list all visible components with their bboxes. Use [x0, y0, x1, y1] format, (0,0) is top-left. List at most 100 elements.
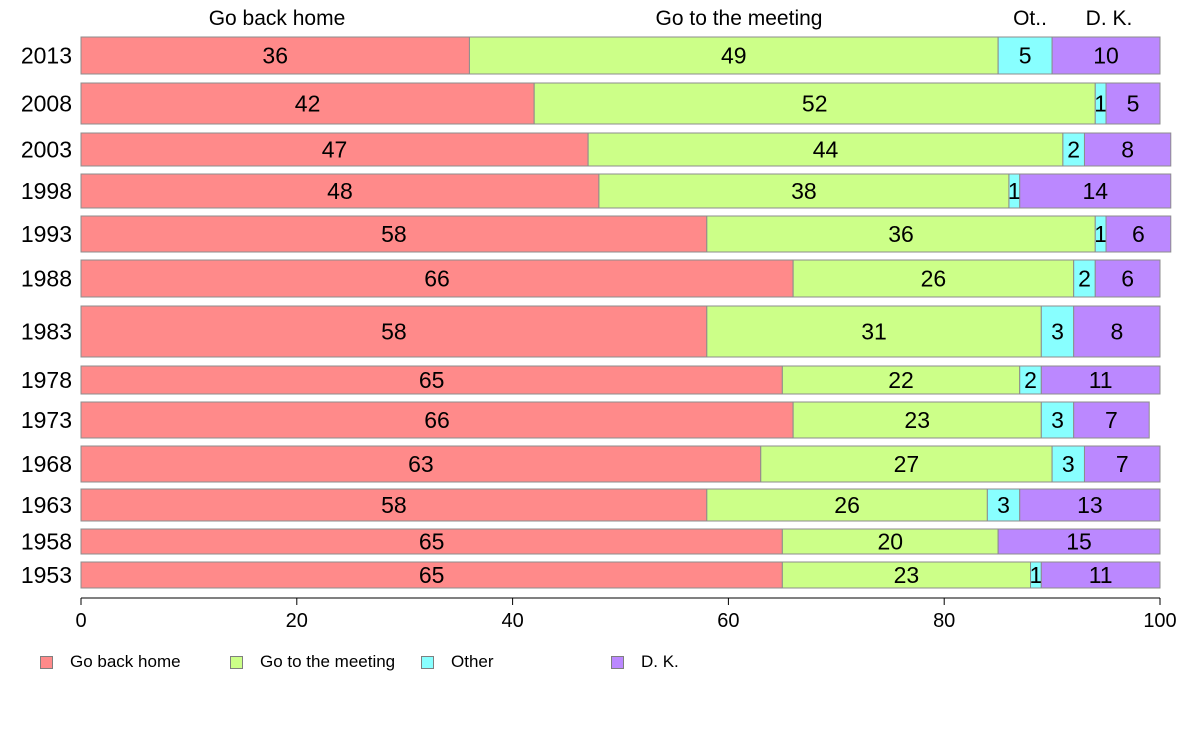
bar-segment-go-back-home-2003	[80, 132, 589, 167]
bar-segment-go-back-home-1998	[80, 173, 600, 209]
bar-segment-go-to-the-meeting-1998	[598, 173, 1010, 209]
y-tick-label-1988: 1988	[21, 266, 72, 292]
data-label-go-to-the-meeting-1968: 27	[894, 451, 920, 477]
data-label-other-1993: 1	[1094, 221, 1107, 247]
x-tick-label-0: 0	[75, 610, 86, 632]
legend-label-go-to-the-meeting: Go to the meeting	[260, 652, 396, 671]
legend-swatch-go-to-the-meeting	[230, 655, 243, 669]
bar-segment-d-k-1953	[1040, 561, 1161, 589]
data-label-go-back-home-2008: 42	[295, 91, 321, 117]
data-label-other-1953: 1	[1030, 562, 1043, 588]
data-label-go-back-home-1968: 63	[408, 451, 434, 477]
legend-item-other: Other	[421, 652, 494, 672]
data-label-other-2008: 1	[1094, 91, 1107, 117]
bar-segment-go-to-the-meeting-1988	[792, 259, 1075, 298]
bar-segment-go-to-the-meeting-1993	[706, 215, 1096, 253]
data-label-d-k-1988: 6	[1121, 266, 1134, 292]
data-label-go-to-the-meeting-1998: 38	[791, 178, 817, 204]
y-tick-label-1963: 1963	[21, 492, 72, 518]
x-tick-label-40: 40	[501, 610, 523, 632]
legend-swatch-dk	[611, 655, 624, 669]
data-label-d-k-2013: 10	[1093, 43, 1119, 69]
data-label-d-k-2008: 5	[1127, 91, 1140, 117]
data-label-d-k-1998: 14	[1082, 178, 1108, 204]
legend-swatch-other	[421, 655, 434, 669]
bar-segment-go-to-the-meeting-1968	[760, 445, 1053, 483]
x-tick-label-60: 60	[717, 610, 739, 632]
data-label-go-back-home-1993: 58	[381, 221, 407, 247]
data-label-d-k-1953: 11	[1089, 562, 1113, 588]
bar-segment-d-k-1963	[1019, 488, 1161, 522]
data-label-go-to-the-meeting-1958: 20	[877, 529, 903, 555]
y-tick-label-2008: 2008	[21, 91, 72, 117]
data-label-go-to-the-meeting-1953: 23	[894, 562, 920, 588]
bar-segment-d-k-1993	[1105, 215, 1172, 253]
legend-item-go-back-home: Go back home	[40, 652, 181, 672]
bar-segment-go-to-the-meeting-2013	[468, 36, 999, 75]
bar-segment-d-k-1973	[1073, 401, 1150, 439]
data-label-other-2003: 2	[1067, 137, 1080, 163]
bar-segment-d-k-2013	[1051, 36, 1161, 75]
data-label-go-to-the-meeting-2003: 44	[813, 137, 839, 163]
data-label-d-k-1963: 13	[1077, 492, 1103, 518]
bar-segment-other-1968	[1051, 445, 1085, 483]
bar-segment-go-back-home-2008	[80, 82, 535, 125]
data-label-other-1978: 2	[1024, 367, 1037, 393]
data-label-go-back-home-1953: 65	[419, 562, 445, 588]
data-label-d-k-1968: 7	[1116, 451, 1129, 477]
bar-segment-go-to-the-meeting-2003	[587, 132, 1064, 167]
bar-segment-go-back-home-1993	[80, 215, 708, 253]
y-tick-label-1983: 1983	[21, 319, 72, 345]
y-tick-label-2013: 2013	[21, 43, 72, 69]
data-label-go-back-home-1963: 58	[381, 492, 407, 518]
data-label-d-k-1978: 11	[1089, 367, 1113, 393]
data-label-go-to-the-meeting-1973: 23	[904, 407, 930, 433]
bar-segment-go-back-home-1968	[80, 445, 762, 483]
column-header-ot: Ot..	[1013, 7, 1047, 30]
data-label-go-back-home-1958: 65	[419, 529, 445, 555]
data-label-go-back-home-2003: 47	[322, 137, 348, 163]
data-label-other-1968: 3	[1062, 451, 1075, 477]
bar-segment-go-back-home-2013	[80, 36, 470, 75]
y-tick-label-2003: 2003	[21, 137, 72, 163]
data-label-d-k-1983: 8	[1110, 319, 1123, 345]
y-tick-label-1993: 1993	[21, 221, 72, 247]
legend-item-go-to-the-meeting: Go to the meeting	[230, 652, 395, 672]
bar-segment-d-k-2003	[1083, 132, 1172, 167]
bar-segment-go-back-home-1983	[80, 305, 708, 358]
data-label-other-1988: 2	[1078, 266, 1091, 292]
data-label-other-1983: 3	[1051, 319, 1064, 345]
bar-segment-other-1963	[986, 488, 1021, 522]
y-tick-label-1968: 1968	[21, 451, 72, 477]
bar-segment-d-k-1958	[997, 528, 1161, 555]
y-tick-label-1973: 1973	[21, 407, 72, 433]
legend: Go back home Go to the meeting Other D. …	[40, 652, 800, 672]
data-label-d-k-2003: 8	[1121, 137, 1134, 163]
legend-label-other: Other	[451, 652, 494, 671]
bar-segment-go-back-home-1973	[80, 401, 794, 439]
y-tick-label-1998: 1998	[21, 178, 72, 204]
bar-segment-go-back-home-1978	[80, 365, 783, 395]
legend-swatch-go-back-home	[40, 655, 53, 669]
bar-segment-d-k-1998	[1019, 173, 1172, 209]
y-tick-label-1958: 1958	[21, 529, 72, 555]
legend-label-go-back-home: Go back home	[70, 652, 181, 671]
data-label-other-1963: 3	[997, 492, 1010, 518]
bar-segment-d-k-1978	[1040, 365, 1161, 395]
y-tick-label-1953: 1953	[21, 562, 72, 588]
data-label-go-to-the-meeting-1993: 36	[888, 221, 914, 247]
bar-segment-d-k-1983	[1073, 305, 1161, 358]
data-label-go-back-home-2013: 36	[262, 43, 288, 69]
data-label-go-back-home-1978: 65	[419, 367, 445, 393]
data-label-go-back-home-1998: 48	[327, 178, 353, 204]
data-label-d-k-1958: 15	[1066, 529, 1092, 555]
y-tick-label-1978: 1978	[21, 367, 72, 393]
bar-segment-other-1983	[1040, 305, 1075, 358]
x-tick-label-100: 100	[1143, 610, 1176, 632]
legend-label-dk: D. K.	[641, 652, 679, 671]
bar-segment-go-back-home-1988	[80, 259, 794, 298]
x-tick-label-80: 80	[933, 610, 955, 632]
bar-segment-d-k-2008	[1105, 82, 1161, 125]
data-label-go-back-home-1988: 66	[424, 266, 450, 292]
